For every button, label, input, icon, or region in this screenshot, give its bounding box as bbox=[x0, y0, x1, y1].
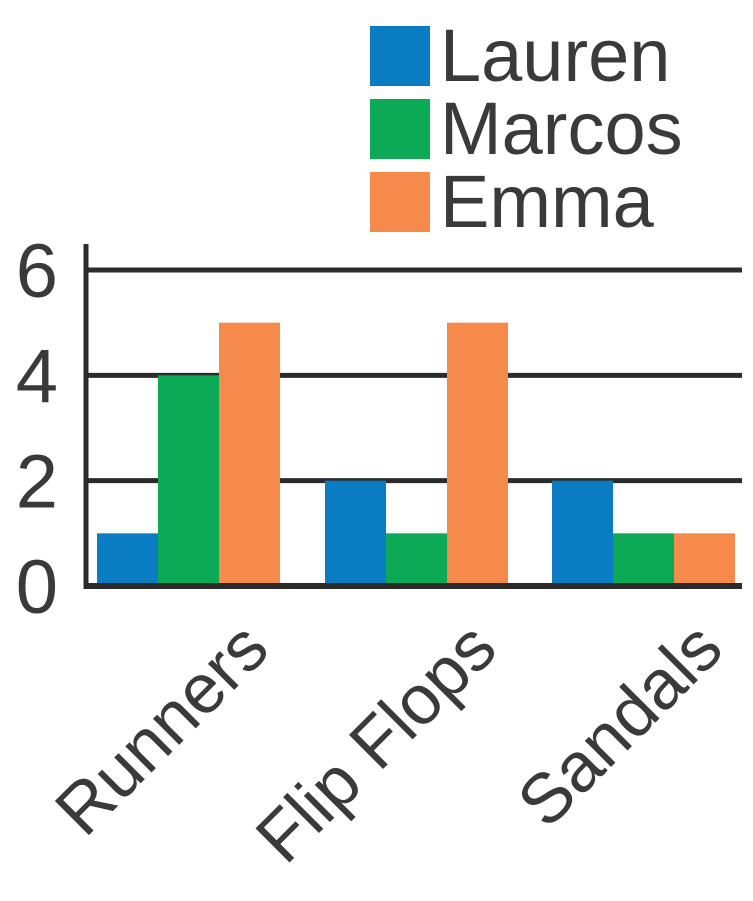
legend-label-emma: Emma bbox=[440, 160, 655, 243]
legend-swatch-lauren bbox=[370, 26, 430, 86]
x-tick-flip-flops: Flip Flops bbox=[241, 607, 511, 877]
x-tick-sandals: Sandals bbox=[503, 607, 737, 841]
y-tick-2: 2 bbox=[16, 440, 58, 525]
bars bbox=[97, 322, 735, 586]
legend-swatch-marcos bbox=[370, 99, 430, 159]
bar-flip-flops-lauren bbox=[325, 480, 386, 586]
x-tick-runners: Runners bbox=[40, 607, 282, 849]
bar-flip-flops-emma bbox=[447, 322, 508, 586]
y-tick-0: 0 bbox=[16, 545, 58, 630]
bar-sandals-marcos bbox=[613, 533, 674, 586]
bar-runners-lauren bbox=[97, 533, 158, 586]
legend-label-marcos: Marcos bbox=[440, 87, 683, 170]
y-tick-4: 4 bbox=[16, 334, 58, 419]
axes bbox=[83, 244, 742, 589]
legend-swatch-emma bbox=[370, 172, 430, 232]
bar-runners-marcos bbox=[158, 375, 219, 586]
bar-flip-flops-marcos bbox=[386, 533, 447, 586]
bar-sandals-emma bbox=[674, 533, 735, 586]
y-tick-6: 6 bbox=[16, 229, 58, 314]
legend-label-lauren: Lauren bbox=[440, 14, 670, 97]
bar-sandals-lauren bbox=[552, 480, 613, 586]
bar-runners-emma bbox=[219, 322, 280, 586]
y-tick-labels: 0 2 4 6 bbox=[16, 229, 58, 630]
